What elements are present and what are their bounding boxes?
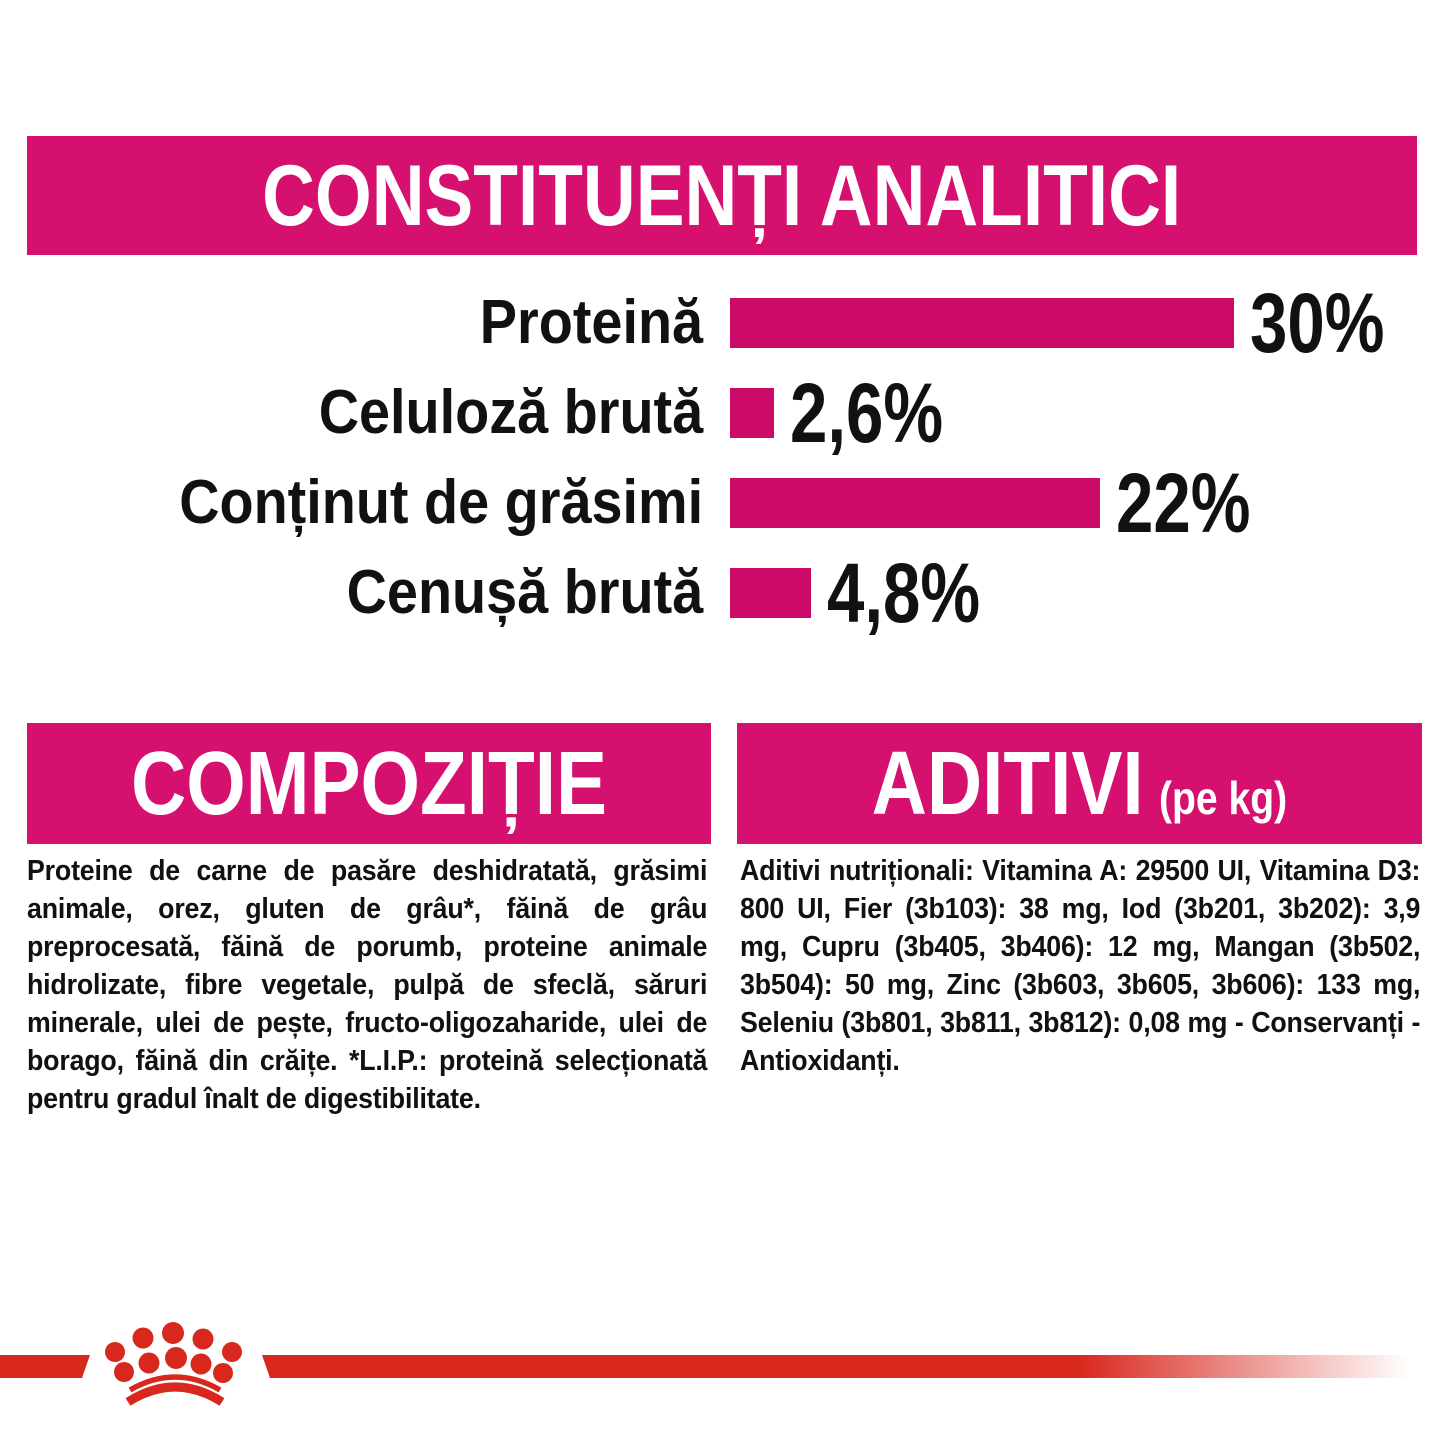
bar-grasimi [730,478,1100,528]
additives-body: Aditivi nutriționali: Vitamina A: 29500 … [740,855,1421,1077]
bar-label-cenusa: Cenușă brută [346,558,703,627]
composition-banner: COMPOZIȚIE [27,723,711,844]
chart-row-celuloza: Celuloză brută 2,6% [0,371,1445,455]
chart-row-grasimi: Conținut de grăsimi 22% [0,461,1445,545]
composition-body: Proteine de carne de pasăre deshidratată… [27,855,708,1115]
footer-red-band-right [262,1355,1445,1378]
bar-value-celuloza: 2,6% [790,366,944,460]
additives-unit-suffix: (pe kg) [1159,771,1288,824]
bar-celuloza [730,388,774,438]
bar-value-cenusa: 4,8% [827,546,981,640]
additives-title: ADITIVI [871,733,1144,834]
bar-label-grasimi: Conținut de grăsimi [179,468,703,537]
additives-text-block: Aditivi nutriționali: Vitamina A: 29500 … [740,852,1445,1080]
bar-label-celuloza: Celuloză brută [318,378,703,447]
composition-title: COMPOZIȚIE [131,733,607,834]
bar-cenusa [730,568,811,618]
bar-label-proteina: Proteină [479,288,703,357]
footer-red-band-left [0,1355,90,1378]
analytical-constituents-chart: Proteină 30% Celuloză brută 2,6% Conținu… [0,281,1445,653]
additives-banner: ADITIVI (pe kg) [737,723,1422,844]
bar-proteina [730,298,1234,348]
bar-value-grasimi: 22% [1116,456,1251,550]
analytical-constituents-title: CONSTITUENȚI ANALITICI [262,147,1182,244]
chart-row-cenusa: Cenușă brută 4,8% [0,551,1445,635]
bar-value-proteina: 30% [1250,276,1385,370]
chart-row-proteina: Proteină 30% [0,281,1445,365]
analytical-constituents-banner: CONSTITUENȚI ANALITICI [27,136,1417,255]
composition-text-block: Proteine de carne de pasăre deshidratată… [27,852,764,1118]
royal-canin-crown-icon [105,1322,242,1406]
